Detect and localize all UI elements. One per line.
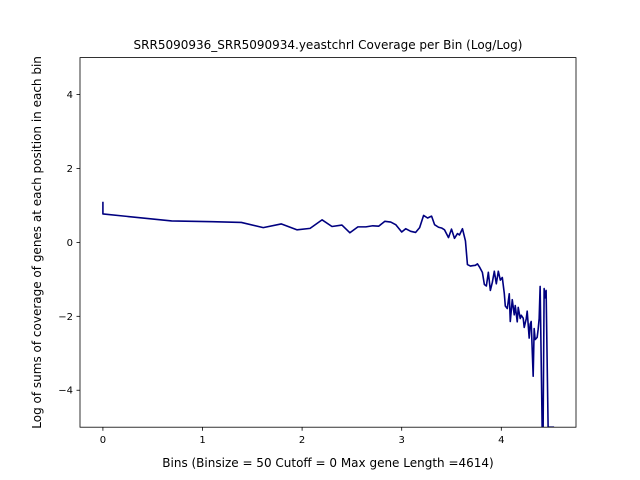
coverage-series-line (102, 201, 555, 428)
x-tick-label: 4 (498, 435, 504, 446)
x-axis-ticks: 0 1 2 3 4 (100, 427, 504, 446)
y-tick-label: 2 (67, 164, 73, 175)
y-tick-label: 0 (67, 238, 73, 249)
x-tick-label: 0 (100, 435, 106, 446)
x-tick-label: 2 (299, 435, 305, 446)
x-tick-label: 1 (199, 435, 205, 446)
chart-title: SRR5090936_SRR5090934.yeastchrI Coverage… (134, 38, 523, 52)
y-tick-label: 4 (67, 90, 73, 101)
y-axis-ticks: −4 −2 0 2 4 (58, 90, 80, 397)
x-axis-label: Bins (Binsize = 50 Cutoff = 0 Max gene L… (162, 456, 493, 470)
plot-frame (79, 57, 577, 428)
y-tick-label: −4 (58, 386, 73, 397)
y-axis-label: Log of sums of coverage of genes at each… (30, 56, 44, 429)
y-tick-label: −2 (58, 312, 73, 323)
x-tick-label: 3 (399, 435, 405, 446)
